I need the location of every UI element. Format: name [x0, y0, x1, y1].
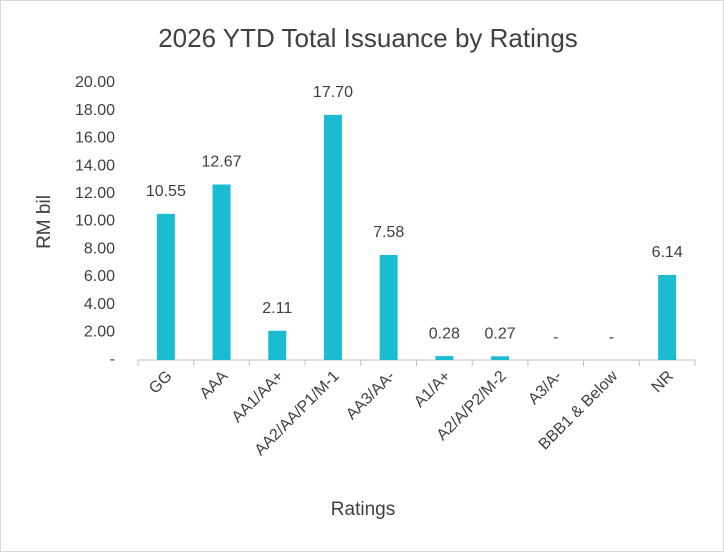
value-label: 17.70 — [313, 84, 353, 101]
bar — [212, 184, 231, 360]
value-label: 10.55 — [146, 183, 186, 200]
y-tick-label: 12.00 — [75, 185, 115, 202]
value-label: - — [553, 329, 558, 346]
bar — [268, 330, 287, 360]
chart-title: 2026 YTD Total Issuance by Ratings — [158, 23, 578, 53]
bar — [491, 356, 510, 360]
y-axis-title: RM bil — [34, 195, 55, 249]
bar — [658, 274, 677, 360]
y-tick-label: 8.00 — [84, 240, 115, 257]
y-tick-label: 2.00 — [84, 324, 115, 341]
y-tick-label: 16.00 — [75, 130, 115, 147]
value-label: 12.67 — [202, 154, 242, 171]
value-label: - — [609, 329, 614, 346]
value-label: 0.27 — [484, 325, 515, 342]
y-tick-label: 20.00 — [75, 74, 115, 91]
y-tick-label: - — [110, 351, 115, 368]
y-tick-label: 4.00 — [84, 296, 115, 313]
value-label: 7.58 — [373, 224, 404, 241]
value-label: 2.11 — [262, 300, 292, 317]
y-tick-label: 18.00 — [75, 102, 115, 119]
bar — [323, 114, 342, 360]
bar — [435, 356, 454, 360]
y-tick-label: 14.00 — [75, 157, 115, 174]
value-label: 6.14 — [652, 244, 683, 261]
value-label: 0.28 — [429, 325, 460, 342]
bar — [156, 213, 175, 360]
bar — [379, 255, 398, 360]
x-axis-title: Ratings — [331, 499, 395, 520]
y-tick-label: 10.00 — [75, 213, 115, 230]
y-tick-label: 6.00 — [84, 268, 115, 285]
